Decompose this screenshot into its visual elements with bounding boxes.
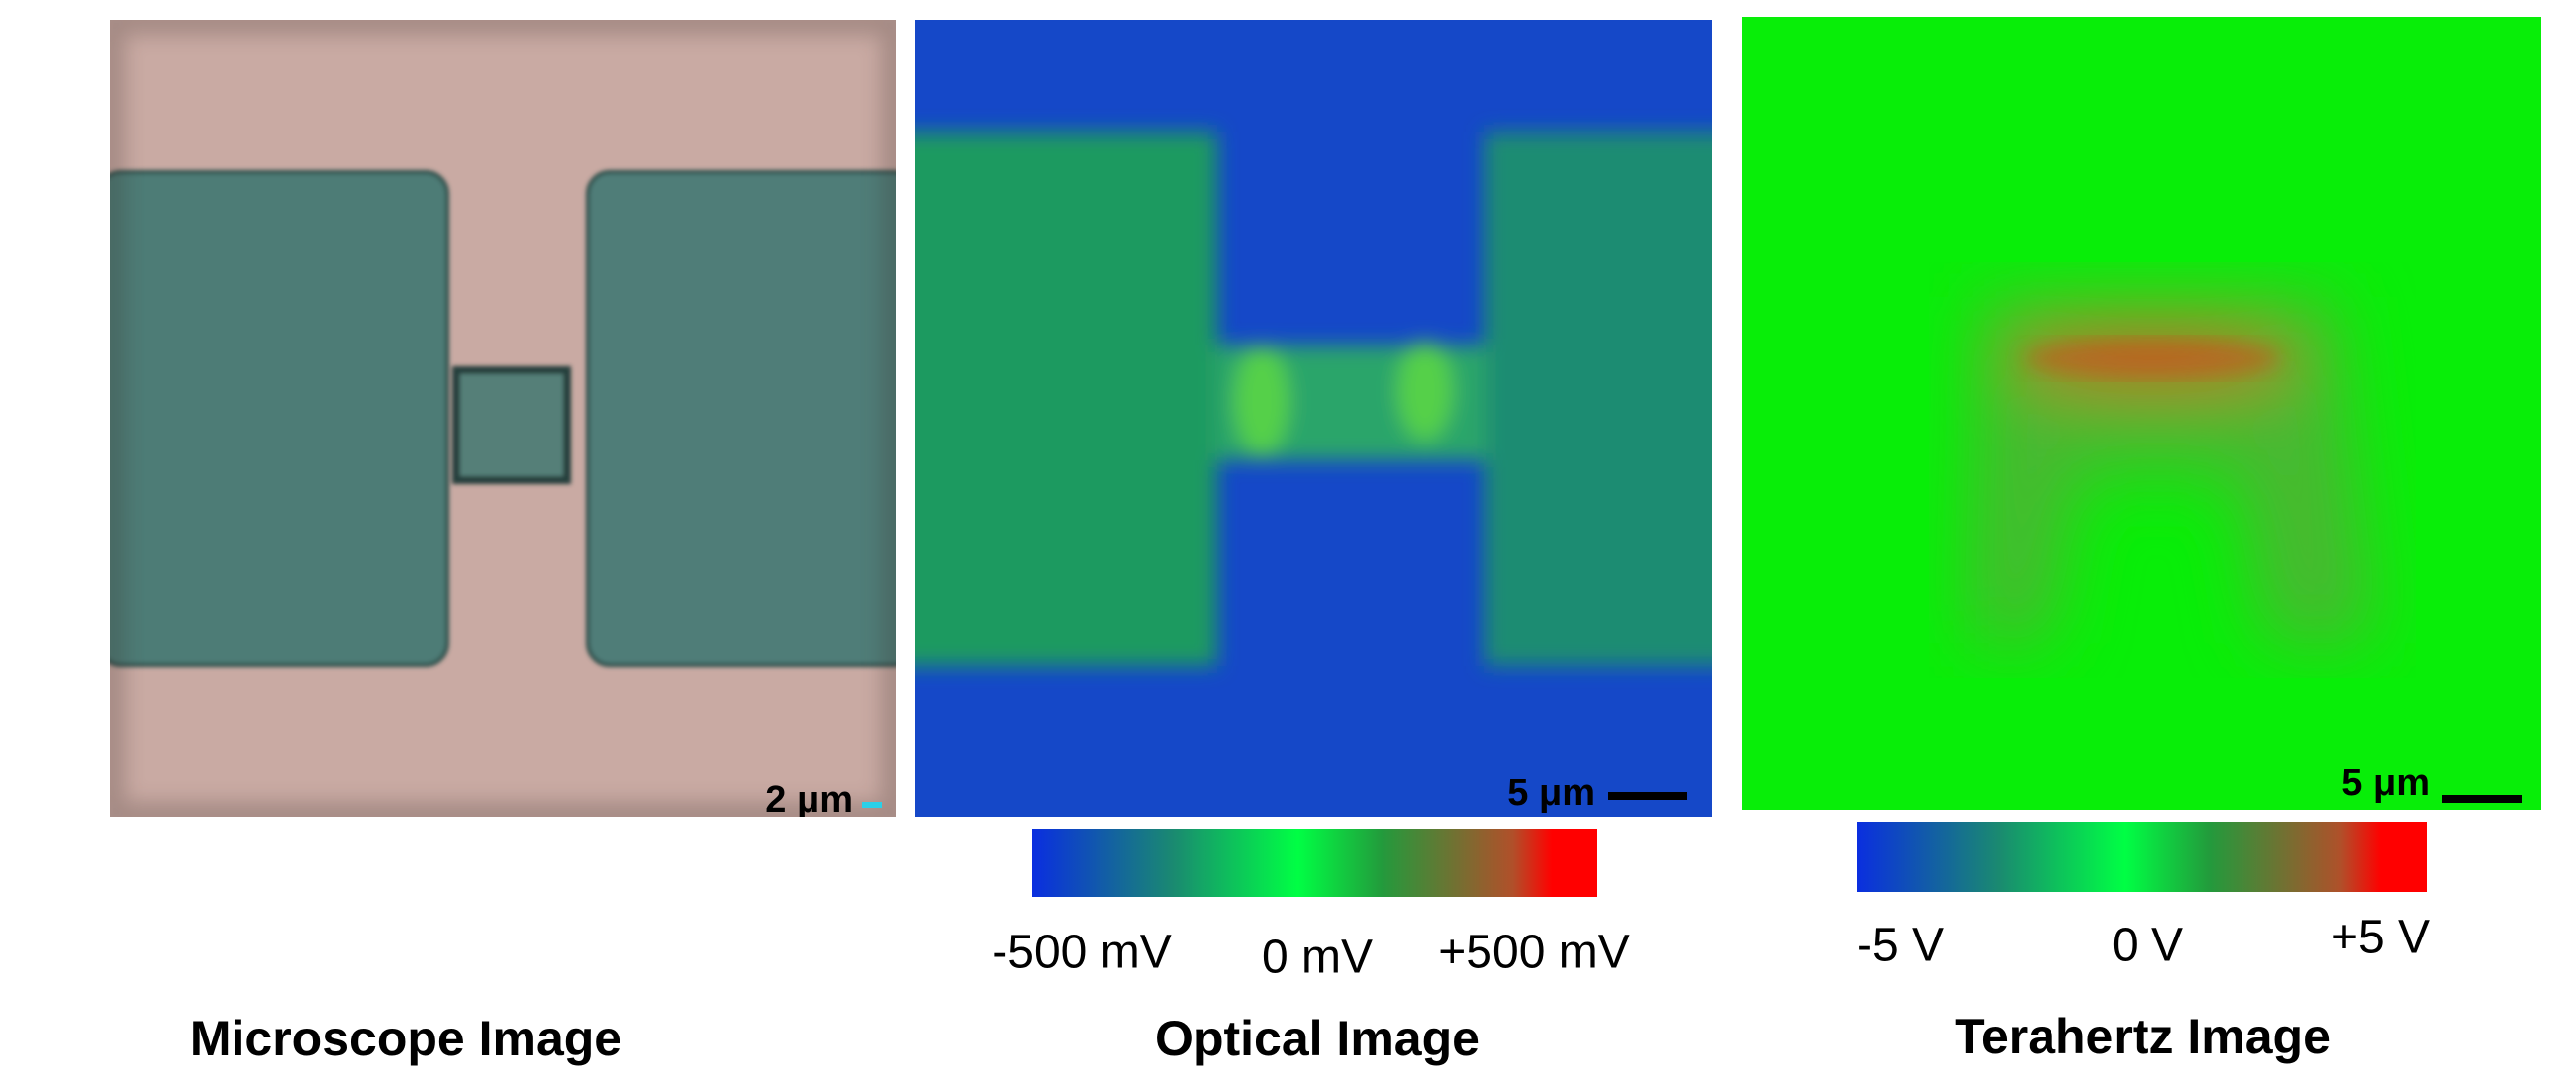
colorbar-min-label: -500 mV [992,927,1171,979]
colorbar-mid-label: 0 V [2112,920,2183,972]
scale-bar-label: 2 μm [765,779,853,821]
figure: 2 μm 5 μm 5 μm -500 mV 0 mV +500 mV -5 V… [0,0,2576,1080]
scale-bar-label: 5 μm [2341,762,2430,804]
colorbar [1032,829,1597,897]
microscope-image: 2 μm [99,20,914,821]
scale-bar-label: 5 μm [1507,772,1595,814]
terahertz-image: 5 μm [1742,17,2541,810]
colorbar-min-label: -5 V [1857,920,1944,972]
panel-title: Microscope Image [190,1011,621,1066]
colorbar-max-label: +500 mV [1438,927,1629,979]
page: {"panels": [ {"title": "Microscope Image… [0,0,2576,1080]
panel-title: Optical Image [1155,1011,1479,1066]
colorbar-max-label: +5 V [2331,912,2430,964]
panel-title: Terahertz Image [1955,1009,2331,1064]
colorbar [1857,822,2427,892]
optical-image: 5 μm [891,20,1742,817]
colorbar-mid-label: 0 mV [1262,932,1373,984]
